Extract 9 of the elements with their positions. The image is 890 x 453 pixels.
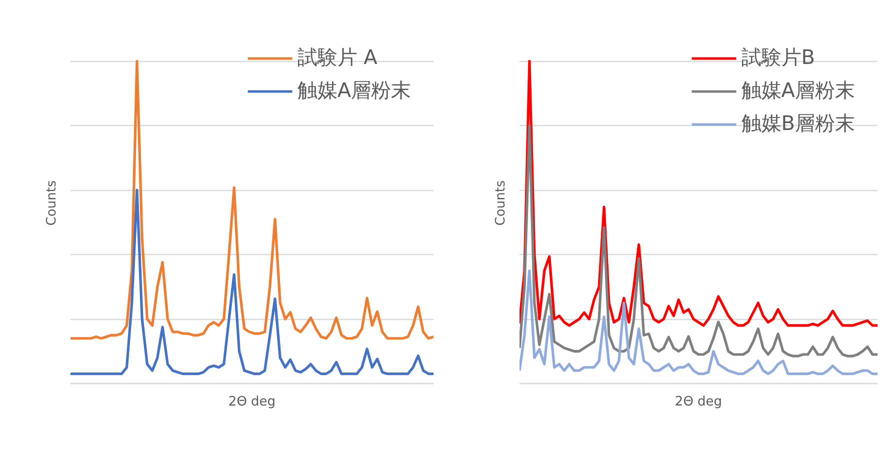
legend-label: 触媒A層粉末 (297, 77, 411, 104)
legend-label: 試験片 A (297, 44, 378, 71)
legend-label: 触媒A層粉末 (741, 77, 855, 104)
y-axis-title: Counts (494, 180, 508, 226)
y-axis-title: Counts (44, 180, 60, 226)
x-axis-title: 2Θ deg (674, 394, 722, 410)
legend-label: 試験片B (741, 44, 815, 71)
legend-label: 触媒B層粉末 (741, 110, 855, 137)
x-axis-title: 2Θ deg (228, 394, 276, 410)
